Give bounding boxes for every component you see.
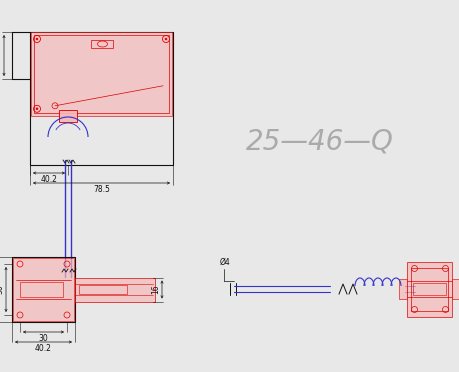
Bar bbox=[407, 262, 452, 317]
Bar bbox=[20, 282, 63, 297]
Circle shape bbox=[165, 38, 167, 40]
Bar bbox=[411, 267, 448, 311]
Bar bbox=[91, 40, 113, 48]
Text: 30: 30 bbox=[0, 285, 4, 294]
Text: 25—46—Q: 25—46—Q bbox=[246, 128, 393, 156]
Bar bbox=[31, 32, 172, 116]
Text: 40.2: 40.2 bbox=[40, 175, 57, 184]
Circle shape bbox=[36, 38, 38, 40]
Text: Ø4: Ø4 bbox=[219, 258, 230, 267]
Text: 40.2: 40.2 bbox=[35, 344, 52, 353]
Text: 16: 16 bbox=[151, 285, 160, 294]
Bar bbox=[59, 110, 77, 122]
Text: 78.5: 78.5 bbox=[93, 185, 110, 194]
Bar bbox=[75, 278, 155, 301]
Bar bbox=[34, 35, 168, 113]
Bar bbox=[398, 279, 407, 299]
Circle shape bbox=[36, 108, 38, 110]
Bar bbox=[452, 279, 459, 299]
Bar bbox=[413, 283, 446, 295]
Text: 30: 30 bbox=[39, 334, 48, 343]
Bar bbox=[79, 285, 127, 294]
Text: 34: 34 bbox=[0, 51, 2, 60]
Bar bbox=[13, 258, 74, 321]
